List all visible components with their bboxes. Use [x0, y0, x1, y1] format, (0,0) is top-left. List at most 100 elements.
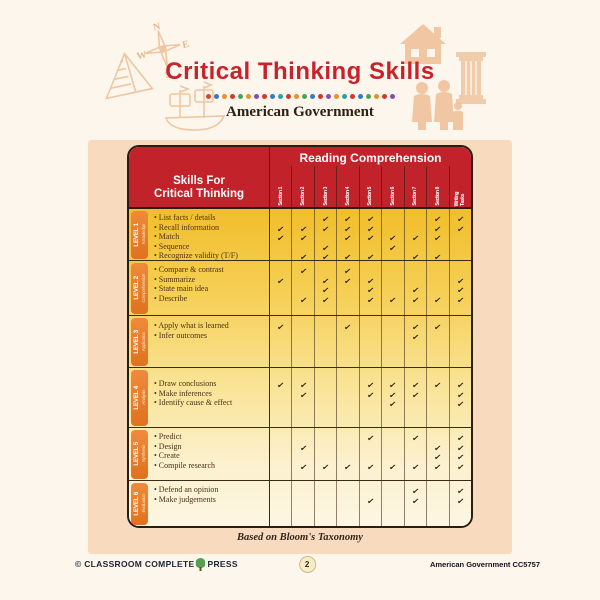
check-cell: ✓ ✓ [336, 261, 358, 315]
check-cell: ✓ ✓ [358, 368, 381, 427]
check-line-empty [315, 331, 336, 341]
check-cell: ✓ ✓ ✓ [291, 209, 313, 260]
dot [325, 94, 331, 99]
dot [229, 94, 235, 99]
skill-item: • Make inferences [154, 388, 212, 398]
check-mark-icon: ✓ [411, 232, 420, 244]
dot [213, 94, 219, 99]
dot [221, 94, 227, 99]
check-mark-icon: ✓ [411, 432, 420, 444]
check-mark-icon: ✓ [343, 251, 353, 260]
check-line-checked: ✓ [292, 379, 313, 391]
dot [317, 94, 323, 99]
check-line-empty [405, 265, 426, 275]
level-group-5: LEVEL 5 Synthesis • Predict • Design • Creat… [129, 427, 471, 480]
check-line-checked: ✓ [337, 232, 358, 244]
level-label: LEVEL 5 Synthesis [130, 429, 148, 479]
check-mark-icon: ✓ [456, 294, 465, 306]
skill-item: • Predict [154, 432, 182, 441]
column-header-section-2: Section 2 [291, 166, 313, 209]
check-cell: ✓ ✓ [269, 209, 291, 260]
check-cell [313, 368, 336, 427]
check-line-empty [382, 213, 403, 223]
skill-item: • List facts / details [154, 213, 216, 222]
column-header-section-5: Section 5 [358, 166, 381, 209]
check-cell: ✓ ✓ [403, 316, 426, 367]
check-mark-icon: ✓ [411, 495, 420, 507]
check-cell: ✓ ✓ [448, 209, 471, 260]
check-line-empty [292, 284, 313, 294]
level-number-label: LEVEL 4 [132, 385, 140, 410]
skill-item: • Infer outcomes [154, 330, 208, 340]
check-cell: ✓ [381, 261, 403, 315]
check-line-empty [337, 389, 358, 399]
check-line-checked: ✓ [360, 251, 381, 260]
check-line-empty [382, 485, 403, 495]
skill-item: • Defend an opinion [154, 485, 219, 494]
dot [237, 94, 243, 99]
level-number-label: LEVEL 2 [132, 276, 140, 300]
check-mark-icon: ✓ [321, 223, 331, 235]
check-mark-icon: ✓ [388, 461, 398, 473]
check-mark-icon: ✓ [388, 398, 398, 410]
check-line-checked: ✓ [450, 461, 471, 473]
check-line-checked: ✓ [405, 485, 426, 497]
check-line-empty [270, 213, 291, 223]
check-line-empty [315, 389, 336, 399]
level-group-4: LEVEL 4 Analysis • Draw conclusions • Make … [129, 367, 471, 427]
check-mark-icon: ✓ [298, 265, 308, 277]
level-label: LEVEL 6 Evaluation [130, 482, 148, 525]
column-header-label: Section 4 [345, 187, 352, 206]
check-mark-icon: ✓ [456, 461, 465, 473]
page-footer: © CLASSROOM COMPLETE PRESS 2 American Go… [75, 554, 540, 574]
check-line-empty [315, 451, 336, 461]
check-mark-icon: ✓ [433, 294, 443, 306]
check-cell: ✓ ✓ [291, 261, 313, 315]
check-line-empty [405, 223, 426, 233]
skills-column-header: Skills For Critical Thinking [153, 175, 245, 200]
check-cell [269, 428, 291, 480]
page-number-badge: 2 [298, 555, 316, 573]
level-name-label: Comprehension [140, 273, 146, 303]
column-header-label: Section 5 [367, 187, 374, 206]
check-line-empty [360, 321, 381, 331]
check-cell: ✓ [381, 428, 403, 480]
skills-list: • Apply what is learned • Infer outcomes [149, 316, 269, 367]
check-mark-icon: ✓ [366, 461, 375, 473]
check-line-checked: ✓ [450, 284, 471, 296]
section-column-headers: Section 1 Section 2 Section 3 Section 4 Sect… [269, 166, 471, 209]
check-line-empty [292, 432, 313, 442]
check-line-checked: ✓ [405, 495, 426, 507]
check-line-checked: ✓ [315, 251, 336, 260]
check-line-empty [337, 442, 358, 452]
check-cell: ✓ ✓ [403, 261, 426, 315]
check-line-empty [315, 485, 336, 495]
reading-comprehension-header: Reading Comprehension [269, 147, 471, 166]
level-number-label: LEVEL 1 [132, 222, 140, 247]
check-line-checked: ✓ [360, 495, 381, 506]
check-line-checked: ✓ [382, 461, 403, 473]
column-header-section-7: Section 7 [403, 166, 426, 209]
check-mark-icon: ✓ [433, 251, 443, 260]
column-header-section-3: Section 3 [313, 166, 336, 209]
check-line-empty [360, 331, 381, 341]
check-line-checked: ✓ [427, 294, 448, 306]
skills-list: • Predict • Design • Create • Compile resea… [149, 428, 269, 480]
check-line-checked: ✓ [337, 213, 358, 225]
check-cell: ✓ ✓ [403, 428, 426, 480]
check-line-empty [315, 265, 336, 275]
check-line-checked: ✓ [315, 223, 336, 235]
check-line-empty [382, 265, 403, 275]
level-name-label: Application [140, 331, 146, 352]
column-header-writing-tasks: Writing Tasks [448, 166, 471, 209]
check-line-empty [270, 265, 291, 275]
dot [253, 94, 259, 99]
tree-logo-icon [196, 557, 206, 571]
skill-item: • Recognize validity (T/F) [154, 251, 238, 260]
check-cell: ✓ [426, 316, 448, 367]
check-mark-icon: ✓ [321, 251, 331, 260]
check-mark-icon: ✓ [411, 251, 420, 260]
dot [293, 94, 299, 99]
check-cell: ✓ [269, 316, 291, 367]
dot [277, 94, 283, 99]
